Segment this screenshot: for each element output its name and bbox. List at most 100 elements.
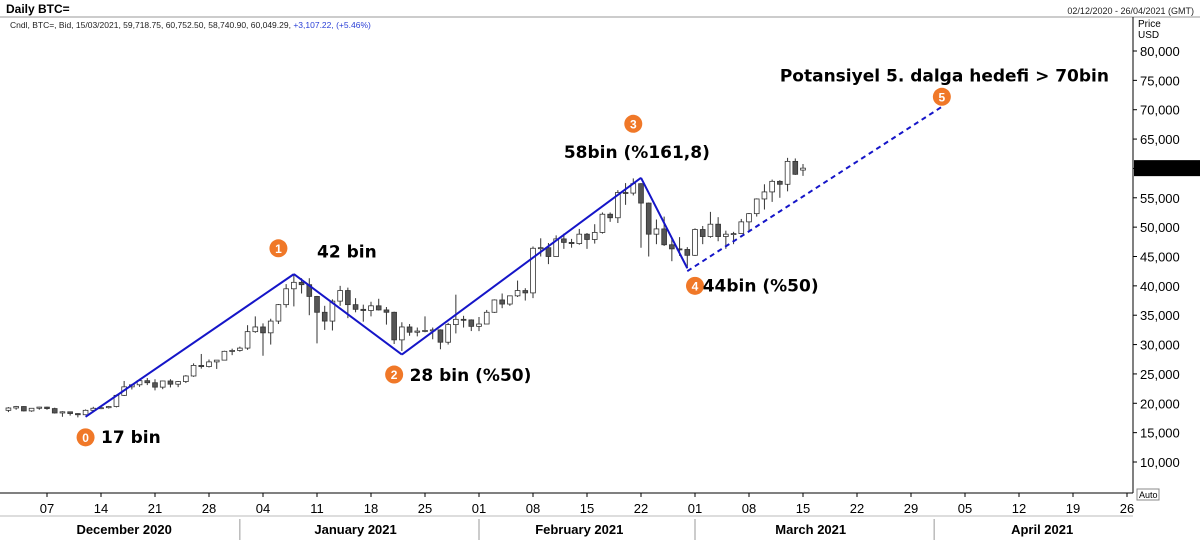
wave-line [401,177,642,356]
candle-body [460,318,467,321]
candle-body [491,299,498,313]
candle-body [591,232,598,240]
candle-body [568,242,575,244]
candle [152,379,158,391]
candle [244,325,251,350]
wave-marker-circle [932,87,951,106]
candle [437,329,444,350]
candle-body [622,192,629,194]
candle [483,309,490,325]
candle-body [777,180,783,185]
candle [414,327,421,337]
candle-body [699,229,706,237]
candle-body [769,180,775,193]
candle-body [375,305,382,311]
candle-body [422,330,428,332]
candle [622,183,629,205]
wave-marker: 0 [76,428,95,447]
y-tick-label: 70,000 [1140,103,1180,118]
candle-body [21,406,27,412]
candle-body [36,406,43,409]
candle-body [414,330,421,333]
candle [190,363,197,377]
candle-body [175,381,181,385]
auto-scale-button[interactable] [1136,488,1160,501]
candle [21,406,27,412]
candle-body [59,411,66,414]
x-tick-label: 26 [1120,501,1134,516]
candle [499,293,505,309]
x-tick-label: 29 [904,501,918,516]
candle-body [368,305,374,311]
y-tick-label: 35,000 [1140,308,1180,323]
candle-info-values: Cndl, BTC=, Bid, 15/03/2021, 59,718.75, … [10,20,291,30]
y-tick-label: 30,000 [1140,338,1180,353]
candle-body [684,249,691,256]
candle-body [237,347,243,351]
candle [607,212,613,222]
candle [183,375,189,384]
candle-body [545,247,552,257]
candle [406,324,413,336]
candle-body [437,329,444,343]
candle-body [13,406,19,409]
candle-body [105,406,112,409]
candle-body [198,365,205,367]
x-tick-label: 11 [310,501,324,516]
candle [537,238,544,257]
y-tick-label: 65,000 [1140,132,1180,147]
candle [329,299,336,331]
candle-body [229,350,235,352]
candle-body [252,326,259,333]
x-tick-label: 22 [634,501,648,516]
candle [476,316,482,332]
candle [738,218,745,235]
y-tick-label: 40,000 [1140,279,1180,294]
candle-body [738,221,745,235]
last-price-value: 60,049.29 [1137,161,1195,176]
month-label: January 2021 [314,522,396,537]
wave-marker-circle [269,239,288,258]
candle-body [167,380,174,385]
candle [345,287,351,319]
candle [568,238,575,248]
candle [645,202,652,257]
candle [59,411,66,417]
candle [800,164,806,176]
candle [229,348,235,356]
candle [530,246,536,299]
wave-marker-circle [76,428,95,447]
chart-frame: 10,000 15,000 20,000 25,000 30,000 35,000 40,0… [0,16,1200,540]
wave-annotation: 44bin (%50) [703,277,819,297]
candle [507,295,513,306]
candle-body [514,290,521,297]
month-label: February 2021 [535,522,623,537]
candles [5,157,806,418]
wave-marker: 3 [624,114,643,133]
axis-price-label: Price [1138,19,1161,30]
candle [144,378,151,386]
y-tick-label: 10,000 [1140,455,1180,470]
candle [67,411,73,416]
candle-body [692,229,698,256]
wave-marker-circle [686,276,704,295]
candle [576,228,583,245]
candle [460,315,467,328]
x-tick-label: 05 [958,501,972,516]
candle [561,233,567,249]
candle-body [530,247,536,294]
x-tick-label: 15 [796,501,810,516]
candle-body [314,296,320,313]
x-tick-label: 12 [1012,501,1026,516]
candle [669,237,675,262]
candle-body [730,233,737,236]
candle-body [753,198,760,215]
date-range: 02/12/2020 - 26/04/2021 (GMT) [1067,6,1194,16]
candle-body [645,202,652,235]
auto-scale-label: Auto [1139,490,1158,500]
candle [368,301,374,317]
candle [746,213,752,232]
candle-body [329,300,336,322]
candle-body [28,407,35,412]
